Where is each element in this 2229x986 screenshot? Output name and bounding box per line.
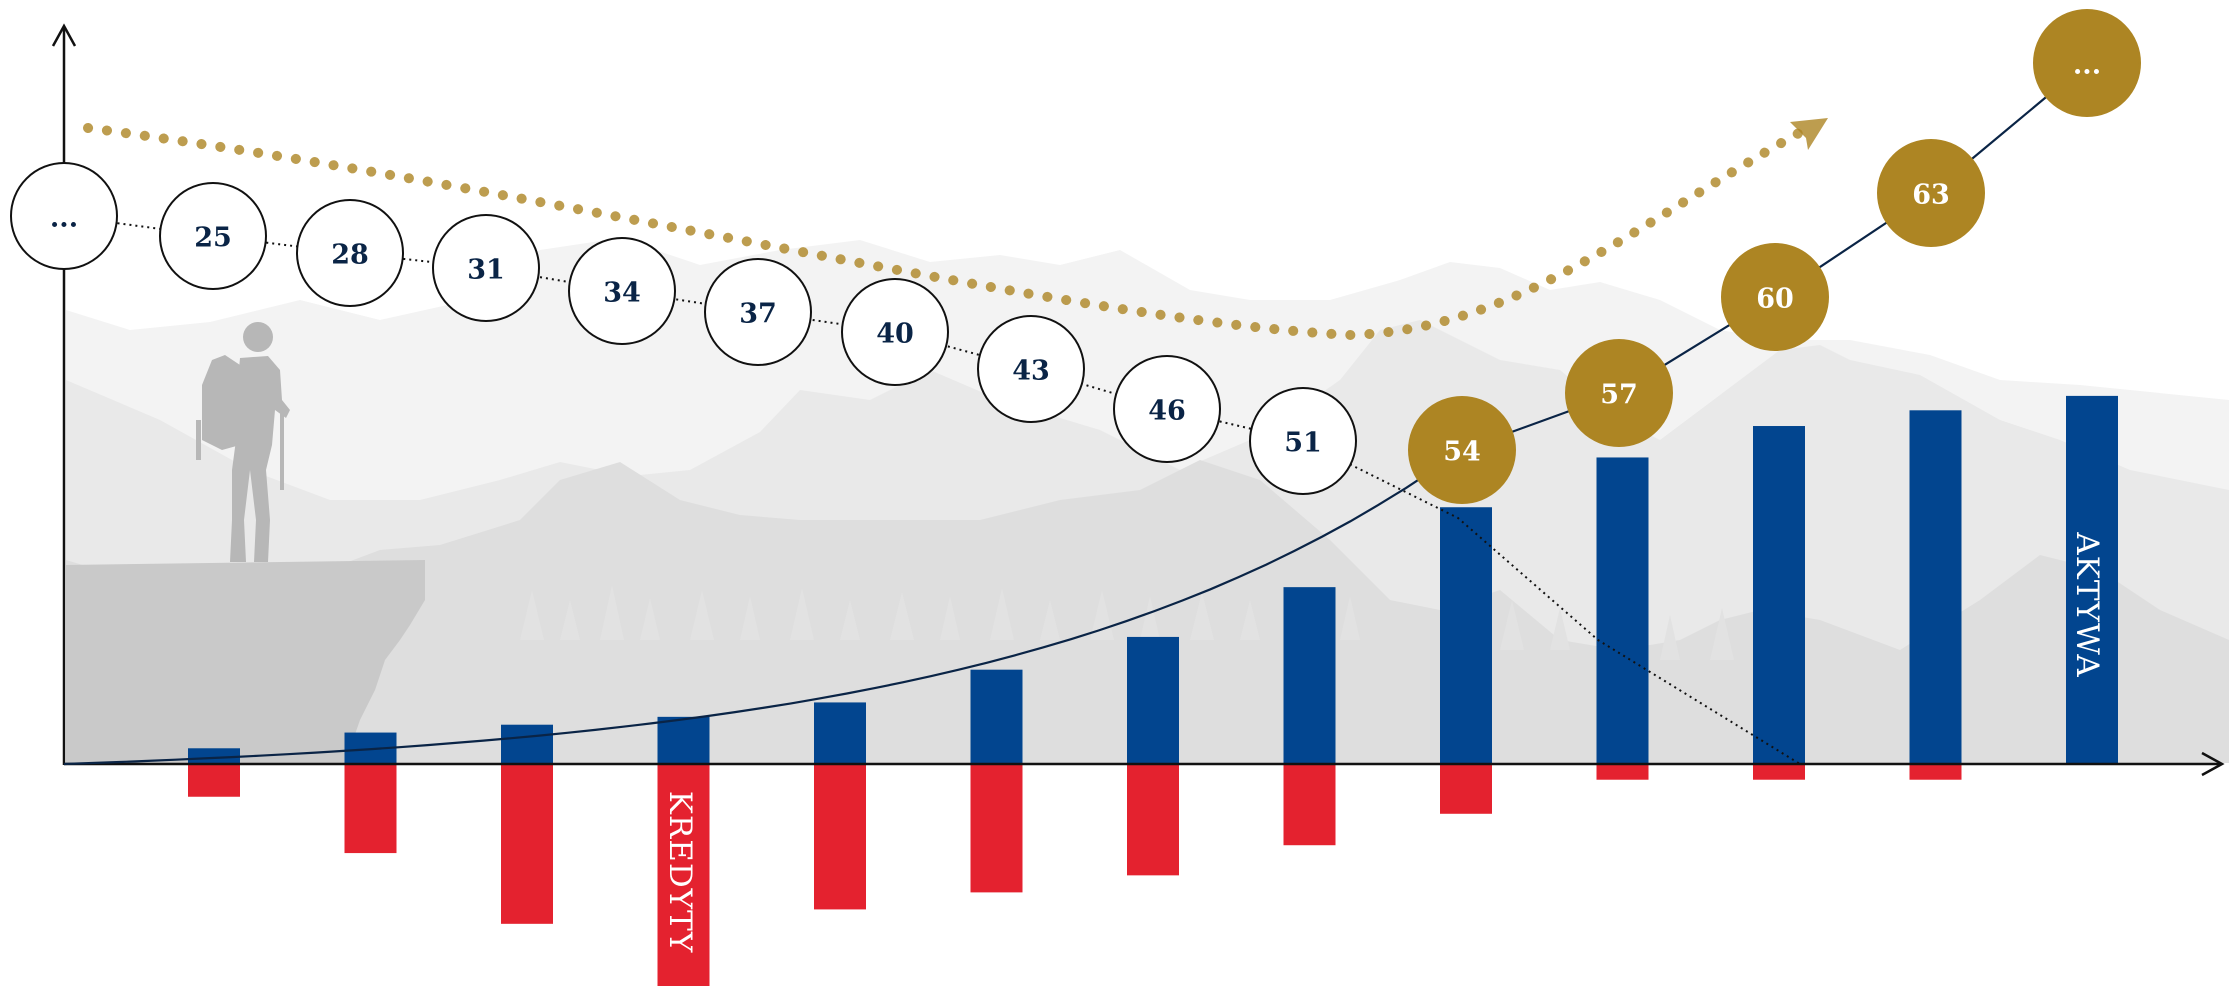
age-label: 43 <box>1012 356 1050 387</box>
age-circle: 37 <box>704 258 812 366</box>
trend-dotted-arrow <box>83 123 1813 341</box>
gold-age-circle: 60 <box>1721 243 1829 351</box>
cliff <box>66 560 425 763</box>
age-circle-shape <box>296 199 404 307</box>
growth-curve <box>63 62 2088 766</box>
credit-bar <box>657 764 710 986</box>
asset-bar <box>970 669 1023 764</box>
trend-arrow-head <box>1790 118 1828 150</box>
age-label: 40 <box>876 319 914 350</box>
credits-bar-label: KREDYTY <box>662 791 698 954</box>
gold-age-circle: 63 <box>1877 139 1985 247</box>
age-label: 25 <box>194 223 232 254</box>
age-circle: 46 <box>1113 355 1221 463</box>
bars-layer <box>188 395 2118 986</box>
age-circle-shape <box>159 182 267 290</box>
age-label: 46 <box>1148 396 1186 427</box>
age-circle-shape <box>1408 396 1516 504</box>
credit-bar <box>188 764 240 797</box>
age-label: 54 <box>1443 437 1481 468</box>
age-circle-shape <box>1877 139 1985 247</box>
asset-bar <box>1909 410 1962 764</box>
credit-bar <box>344 764 397 854</box>
hiker-silhouette <box>196 322 290 562</box>
age-circle: 28 <box>296 199 404 307</box>
credit-bar <box>1753 764 1805 780</box>
age-label: 63 <box>1912 180 1950 211</box>
credit-bar <box>1596 764 1649 780</box>
start-age-circle: ... <box>10 162 118 270</box>
age-circle-shape <box>1249 387 1357 495</box>
credit-bar <box>1909 764 1962 780</box>
age-circle: 51 <box>1249 387 1357 495</box>
mountain-background <box>66 238 2229 763</box>
credit-bar <box>970 764 1023 893</box>
bar-labels-layer: KREDYTY AKTYWA <box>662 531 2105 953</box>
age-label: 37 <box>739 299 777 330</box>
asset-bar <box>1127 636 1179 764</box>
age-circle-shape <box>704 258 812 366</box>
age-circle: 34 <box>568 237 676 345</box>
age-circle-shape <box>977 315 1085 423</box>
age-label: 31 <box>467 255 505 286</box>
asset-bar <box>501 724 553 764</box>
age-circle: 31 <box>432 214 540 322</box>
credit-bar <box>1440 764 1492 814</box>
age-circle-shape <box>1113 355 1221 463</box>
assets-bar-label: AKTYWA <box>2069 531 2105 677</box>
asset-bar <box>1283 587 1336 764</box>
age-label: ... <box>50 203 78 234</box>
y-axis-arrow <box>51 23 77 47</box>
age-circle-shape <box>2033 9 2141 117</box>
age-label: 34 <box>603 278 641 309</box>
age-label: 60 <box>1756 284 1794 315</box>
axes <box>51 23 2225 777</box>
credit-bar <box>814 764 866 910</box>
asset-bar <box>188 748 240 764</box>
age-circle-shape <box>568 237 676 345</box>
asset-bar <box>657 716 710 764</box>
age-circles-layer: ... 25 28 31 34 37 40 43 46 51 54 57 60 63... <box>10 9 2141 504</box>
gold-age-circle: 57 <box>1565 339 1673 447</box>
age-circle-shape <box>841 278 949 386</box>
age-circle: 40 <box>841 278 949 386</box>
asset-bar <box>1753 426 1805 764</box>
gold-age-circle: ... <box>2033 9 2141 117</box>
age-circle-shape <box>10 162 118 270</box>
age-circle-shape <box>432 214 540 322</box>
asset-bar <box>1596 457 1649 764</box>
asset-bar <box>2066 395 2118 764</box>
asset-bar <box>814 702 866 764</box>
age-circle: 43 <box>977 315 1085 423</box>
age-circle-shape <box>1565 339 1673 447</box>
gold-age-circle: 54 <box>1408 396 1516 504</box>
age-label: ... <box>2073 50 2101 81</box>
age-label: 57 <box>1600 380 1638 411</box>
credit-bar <box>1127 764 1179 876</box>
age-circle-shape <box>1721 243 1829 351</box>
age-label: 51 <box>1284 428 1322 459</box>
age-label: 28 <box>331 240 369 271</box>
asset-bar <box>1440 507 1492 764</box>
credit-bar <box>1283 764 1336 846</box>
credit-bar <box>501 764 553 924</box>
x-axis-arrow <box>2201 751 2225 777</box>
age-circle: 25 <box>159 182 267 290</box>
